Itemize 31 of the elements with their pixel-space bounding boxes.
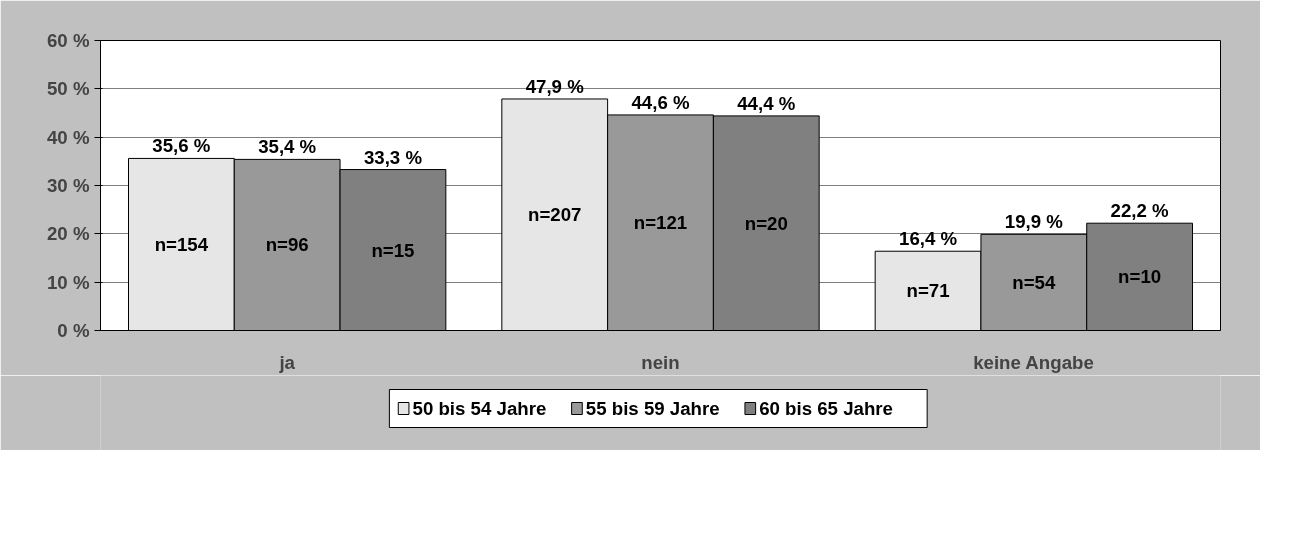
y-tick-label: 40 % [46, 126, 90, 148]
x-tick-label: ja [278, 351, 296, 373]
data-label: 35,4 % [258, 136, 317, 158]
y-tick-label: 10 % [46, 271, 90, 293]
data-label: 44,6 % [631, 91, 690, 113]
data-label: 16,4 % [899, 228, 958, 250]
x-tick-label: keine Angabe [973, 351, 1094, 373]
legend-label: 60 bis 65 Jahre [759, 398, 893, 419]
data-label: 22,2 % [1110, 200, 1170, 222]
y-tick-label: 60 % [46, 30, 90, 51]
annotation: n=10 [1118, 266, 1162, 288]
annotation: n=207 [528, 204, 582, 226]
data-label: 33,3 % [363, 146, 423, 168]
data-label: 35,6 % [152, 135, 211, 157]
y-tick-label: 30 % [46, 175, 90, 196]
y-tick-label: 20 % [46, 223, 90, 245]
annotation: n=54 [1012, 271, 1056, 293]
annotation: n=96 [265, 234, 309, 256]
annotation: n=154 [154, 233, 209, 255]
annotation: n=15 [371, 239, 415, 261]
legend-label: 55 bis 59 Jahre [585, 398, 720, 419]
x-tick-label: nein [641, 351, 680, 373]
data-label: 44,4 % [737, 92, 796, 114]
y-tick-label: 0 % [57, 320, 90, 341]
annotation: n=20 [744, 212, 788, 234]
y-tick-label: 50 % [46, 78, 90, 100]
annotation: n=121 [633, 212, 688, 234]
data-label: 47,9 % [525, 75, 585, 97]
data-label: 19,9 % [1004, 211, 1064, 233]
legend-label: 50 bis 54 Jahre [412, 398, 547, 419]
annotation: n=71 [906, 280, 950, 302]
